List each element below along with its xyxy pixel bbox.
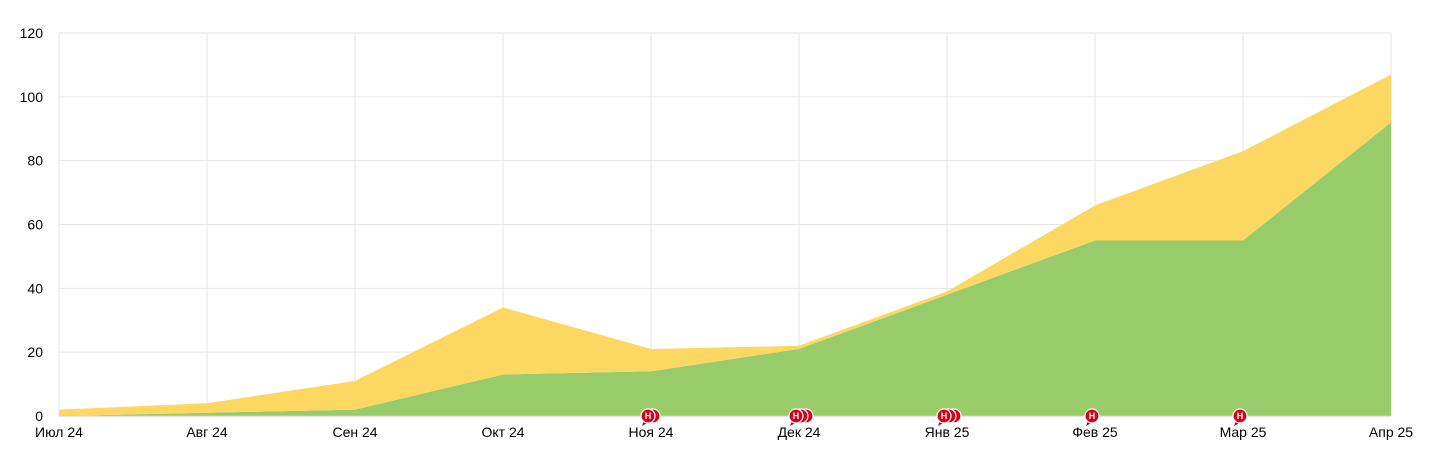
x-tick-label: Янв 25 [925,424,970,440]
annotation-bubble [1084,408,1100,424]
annotation-bubble [640,408,656,424]
annotation-marker: Н [1232,408,1248,426]
annotation-bubble [936,408,952,424]
y-tick-label: 100 [20,89,44,105]
x-tick-label: Июл 24 [35,424,83,440]
area-series-2 [59,74,1391,416]
annotation-label: Н [645,411,652,421]
y-tick-label: 60 [27,217,43,233]
x-tick-label: Ноя 24 [629,424,674,440]
x-tick-label: Авг 24 [186,424,228,440]
y-tick-label: 120 [20,25,44,41]
x-tick-label: Сен 24 [332,424,377,440]
annotation-label: Н [941,411,948,421]
area-series-1 [59,122,1391,416]
y-tick-label: 20 [27,344,43,360]
annotation-marker: Н [1084,408,1100,426]
x-tick-label: Дек 24 [778,424,821,440]
x-tick-label: Апр 25 [1369,424,1413,440]
annotation-marker: Н [640,408,661,426]
x-tick-label: Мар 25 [1220,424,1267,440]
x-tick-label: Фев 25 [1072,424,1118,440]
x-tick-label: Окт 24 [481,424,524,440]
annotation-bubble [1232,408,1248,424]
annotation-label: Н [793,411,800,421]
annotation-bubble [788,408,804,424]
annotation-label: Н [1237,411,1244,421]
y-tick-label: 0 [35,408,43,424]
y-tick-label: 40 [27,280,43,296]
chart-areas [59,74,1391,416]
annotation-marker: Н [936,408,962,426]
annotation-label: Н [1089,411,1096,421]
y-tick-label: 80 [27,153,43,169]
chart-axes: 0 20 40 60 80 100 120 Июл 24 Авг 24 Сен 24 Окт 24 Н… [20,25,1414,440]
annotation-marker: Н [788,408,814,426]
